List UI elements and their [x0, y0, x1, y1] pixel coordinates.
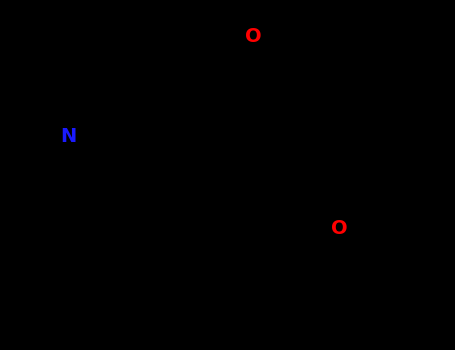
Text: O: O	[245, 27, 262, 46]
Text: N: N	[60, 127, 76, 146]
Text: O: O	[331, 219, 348, 238]
